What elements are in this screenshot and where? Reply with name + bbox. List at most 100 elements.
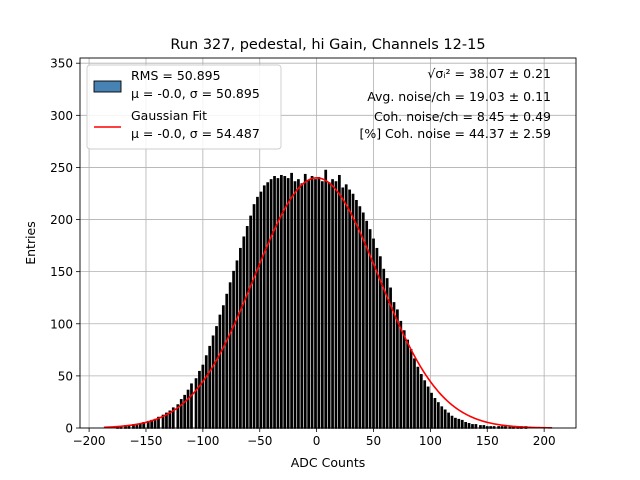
histogram-bar bbox=[183, 394, 187, 429]
y-tick-label: 50 bbox=[58, 369, 73, 383]
y-tick-label: 200 bbox=[50, 213, 73, 227]
histogram-bar bbox=[266, 182, 270, 429]
y-tick-label: 100 bbox=[50, 317, 73, 331]
chart-title: Run 327, pedestal, hi Gain, Channels 12-… bbox=[170, 37, 485, 53]
histogram-bar bbox=[331, 179, 334, 429]
histogram-bar bbox=[419, 374, 423, 429]
x-tick-label: 150 bbox=[476, 434, 499, 448]
x-tick-label: 50 bbox=[366, 434, 381, 448]
histogram-bar bbox=[186, 389, 190, 429]
histogram-bar bbox=[204, 355, 208, 429]
histogram-bar bbox=[416, 366, 420, 429]
annotation-sigma-symbol: √σᵢ² bbox=[427, 66, 450, 81]
x-tick-label: −50 bbox=[247, 434, 272, 448]
x-axis-ticks: −200 −150 −100 −50 0 50 100 150 200 bbox=[73, 428, 556, 448]
histogram-bar bbox=[242, 236, 246, 429]
legend: RMS = 50.895 μ = -0.0, σ = 50.895 Gaussi… bbox=[86, 64, 282, 150]
histogram-bar bbox=[358, 206, 362, 429]
histogram-bar bbox=[221, 305, 225, 429]
histogram-bar bbox=[239, 247, 242, 429]
legend-label-fit-params: μ = -0.0, σ = 54.487 bbox=[131, 126, 260, 141]
histogram-bar bbox=[153, 418, 157, 429]
histogram-bar bbox=[334, 181, 338, 429]
histogram-bar bbox=[303, 173, 307, 429]
annotation-sigma-value: = 38.07 ± 0.21 bbox=[451, 66, 551, 81]
histogram-bar bbox=[286, 178, 290, 429]
histogram-bar bbox=[327, 182, 331, 429]
histogram-bar bbox=[249, 215, 253, 429]
noise-annotations: √σᵢ² = 38.07 ± 0.21 Avg. noise/ch = 19.0… bbox=[359, 66, 551, 141]
histogram-bar bbox=[135, 424, 139, 429]
histogram-bar bbox=[413, 358, 416, 429]
x-tick-label: 100 bbox=[419, 434, 442, 448]
histogram-bar bbox=[447, 412, 450, 429]
y-axis-label: Entries bbox=[23, 221, 38, 265]
histogram-bar bbox=[396, 309, 399, 429]
histogram-bar bbox=[314, 179, 317, 429]
histogram-bar bbox=[423, 380, 427, 429]
plot-frame bbox=[79, 57, 577, 429]
histogram-bar bbox=[361, 212, 365, 429]
histogram-bar bbox=[225, 293, 229, 429]
annotation-coh-percent: [%] Coh. noise = 44.37 ± 2.59 bbox=[359, 126, 551, 141]
histogram-bar bbox=[290, 172, 293, 429]
histogram-bar bbox=[283, 176, 287, 429]
histogram-bar bbox=[368, 229, 372, 429]
histogram-bar bbox=[310, 176, 314, 429]
legend-swatch-histogram bbox=[93, 80, 122, 93]
legend-label-rms-params: μ = -0.0, σ = 50.895 bbox=[131, 86, 260, 101]
histogram-bar bbox=[262, 185, 266, 429]
x-tick-label: 0 bbox=[313, 434, 321, 448]
y-tick-label: 350 bbox=[50, 57, 73, 71]
histogram-bar bbox=[269, 179, 273, 429]
histogram-bar bbox=[256, 196, 259, 429]
histogram-bar bbox=[235, 260, 239, 429]
histogram-bar bbox=[348, 189, 351, 429]
histogram-bar bbox=[211, 335, 215, 429]
histogram-bar bbox=[372, 238, 375, 429]
histogram-bar bbox=[382, 268, 386, 429]
histogram-bar bbox=[300, 183, 304, 429]
histogram-bar bbox=[324, 169, 328, 429]
histogram-bar bbox=[198, 370, 201, 429]
histogram-bar bbox=[320, 181, 324, 429]
histogram-bar bbox=[273, 176, 276, 429]
histogram-bar bbox=[474, 424, 478, 429]
histogram-bar bbox=[338, 174, 341, 429]
histogram-bar bbox=[440, 406, 444, 429]
histogram-bar bbox=[150, 419, 154, 429]
histogram-bar bbox=[430, 392, 433, 429]
annotation-avg-noise: Avg. noise/ch = 19.03 ± 0.11 bbox=[367, 89, 551, 104]
histogram-bar bbox=[365, 220, 369, 429]
histogram-bar bbox=[344, 184, 348, 429]
histogram-bar bbox=[389, 287, 392, 429]
histogram-bar bbox=[433, 398, 437, 429]
histogram-bar bbox=[228, 282, 232, 429]
histogram-bar bbox=[245, 226, 249, 429]
histogram-bar bbox=[457, 418, 461, 429]
histogram-bar bbox=[436, 402, 440, 429]
histogram-bar bbox=[399, 320, 403, 429]
histogram-bar bbox=[341, 187, 345, 429]
x-tick-label: −100 bbox=[186, 434, 219, 448]
legend-label-fit: Gaussian Fit bbox=[131, 108, 207, 123]
histogram-bar bbox=[460, 419, 464, 429]
x-tick-label: 200 bbox=[533, 434, 556, 448]
y-tick-label: 0 bbox=[65, 422, 73, 436]
histogram-bar bbox=[259, 191, 263, 429]
histogram-bar bbox=[218, 314, 222, 429]
legend-label-rms: RMS = 50.895 bbox=[131, 68, 221, 83]
x-tick-label: −150 bbox=[129, 434, 162, 448]
annotation-sigma-total: √σᵢ² = 38.07 ± 0.21 bbox=[427, 66, 551, 81]
histogram-bar bbox=[232, 270, 235, 429]
histogram-bar bbox=[317, 177, 321, 429]
histogram-bar bbox=[375, 247, 379, 429]
legend-box bbox=[86, 64, 282, 150]
histogram-bar bbox=[402, 330, 406, 429]
histogram-bar bbox=[351, 193, 355, 429]
histogram-bar bbox=[276, 178, 280, 429]
y-axis-ticks: 0 50 100 150 200 250 300 350 bbox=[50, 57, 80, 436]
gaussian-fit-curve bbox=[103, 177, 553, 429]
histogram-bar bbox=[467, 423, 471, 429]
histogram-bar bbox=[392, 302, 396, 429]
